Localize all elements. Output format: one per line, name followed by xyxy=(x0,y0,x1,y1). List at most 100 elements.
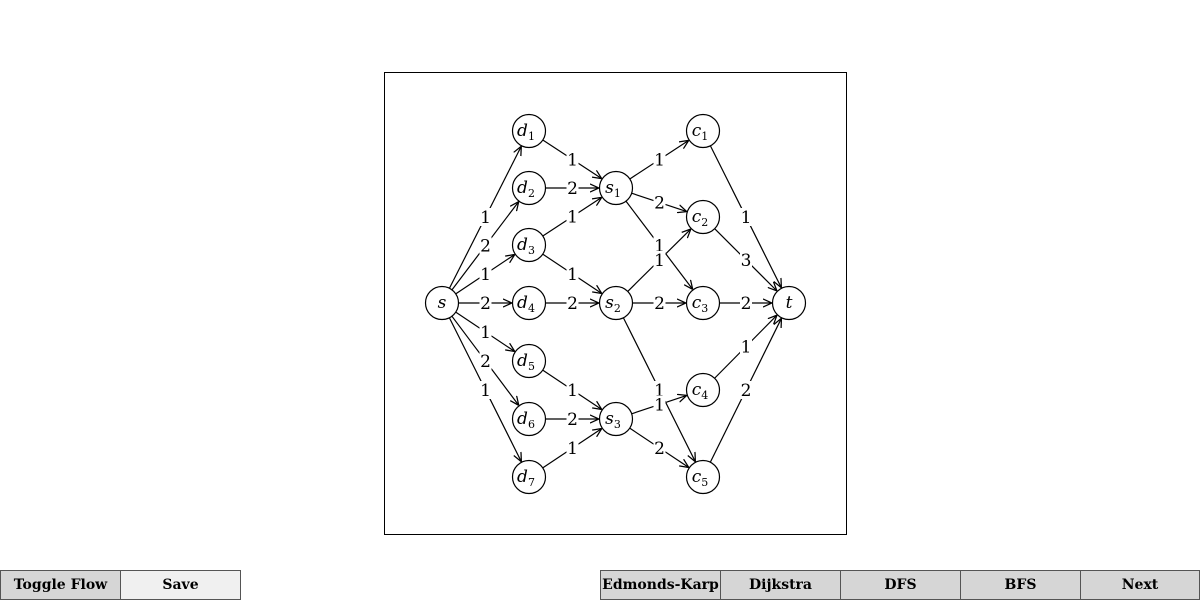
node-c5[interactable]: c5 xyxy=(685,459,721,495)
node-c3[interactable]: c3 xyxy=(685,285,721,321)
edge-capacity-label: 2 xyxy=(654,439,665,459)
edge-capacity-label: 1 xyxy=(480,323,491,343)
edge-label-background xyxy=(479,323,492,341)
node-label-base: s xyxy=(605,293,614,313)
node-label: s3 xyxy=(605,409,621,431)
node-d3[interactable]: d3 xyxy=(511,227,547,263)
edge-label-background xyxy=(566,207,579,226)
node-c4[interactable]: c4 xyxy=(685,372,721,408)
node-label-subscript: 2 xyxy=(614,302,621,315)
node-label-base: d xyxy=(517,178,528,198)
node-label: s xyxy=(438,293,447,313)
edge-label-background xyxy=(479,381,492,399)
edmonds-karp-button[interactable]: Edmonds-Karp xyxy=(600,570,721,600)
node-d4[interactable]: d4 xyxy=(511,285,547,321)
edge-label-background xyxy=(653,381,666,399)
node-label-base: s xyxy=(438,293,447,313)
node-label-base: d xyxy=(517,121,528,141)
node-label: s1 xyxy=(605,178,621,200)
edge-label-background xyxy=(740,337,752,356)
edge-capacity-label: 1 xyxy=(480,208,491,228)
node-s1[interactable]: s1 xyxy=(598,170,634,206)
node-label-base: d xyxy=(517,351,528,371)
edge-label-background xyxy=(653,251,666,269)
node-d2[interactable]: d2 xyxy=(511,170,547,206)
node-label: d4 xyxy=(517,293,535,315)
node-circle xyxy=(598,401,634,437)
node-label-base: c xyxy=(692,380,702,400)
node-label: d1 xyxy=(517,121,535,143)
node-c2[interactable]: c2 xyxy=(685,199,721,235)
node-label: s2 xyxy=(605,293,621,315)
node-circle xyxy=(598,170,634,206)
edge-capacity-label: 1 xyxy=(741,338,752,358)
node-circle xyxy=(511,459,547,495)
node-d1[interactable]: d1 xyxy=(511,113,547,149)
node-label-subscript: 1 xyxy=(614,187,621,200)
node-s[interactable]: s xyxy=(424,285,460,321)
edge-label-background xyxy=(653,294,666,312)
node-d6[interactable]: d6 xyxy=(511,401,547,437)
node-label-subscript: 3 xyxy=(614,418,621,431)
node-circle xyxy=(511,113,547,149)
edge-capacity-label: 1 xyxy=(741,208,752,228)
dijkstra-button[interactable]: Dijkstra xyxy=(720,570,841,600)
node-d7[interactable]: d7 xyxy=(511,459,547,495)
dfs-button[interactable]: DFS xyxy=(840,570,961,600)
node-label-subscript: 1 xyxy=(528,130,535,143)
node-label: d7 xyxy=(517,467,535,489)
edge-capacity-label: 2 xyxy=(567,294,578,314)
node-s3[interactable]: s3 xyxy=(598,401,634,437)
edge-label-background xyxy=(479,236,492,255)
node-label: d2 xyxy=(517,178,535,200)
node-t[interactable]: t xyxy=(771,285,807,321)
node-label-subscript: 3 xyxy=(528,244,535,257)
edge-label-background xyxy=(479,265,492,283)
edge-label-background xyxy=(740,294,752,312)
edge-capacity-label: 1 xyxy=(480,265,491,285)
node-circle xyxy=(685,285,721,321)
node-label: c1 xyxy=(692,121,709,143)
node-circle xyxy=(511,170,547,206)
edge-label-background xyxy=(566,179,579,197)
edge-label-background xyxy=(653,193,666,212)
toggle-flow-button[interactable]: Toggle Flow xyxy=(0,570,121,600)
node-c1[interactable]: c1 xyxy=(685,113,721,149)
edge-capacity-label: 2 xyxy=(567,179,578,199)
edge-label-background xyxy=(566,381,579,399)
node-s2[interactable]: s2 xyxy=(598,285,634,321)
node-label: c5 xyxy=(692,467,709,489)
edge-capacity-label: 1 xyxy=(567,439,578,459)
node-label-base: s xyxy=(605,178,614,198)
node-label-subscript: 4 xyxy=(701,389,708,402)
node-circle xyxy=(685,459,721,495)
edge-label-background xyxy=(566,265,579,283)
node-label-subscript: 1 xyxy=(701,130,708,143)
edge-label-background xyxy=(566,410,579,428)
node-label-base: d xyxy=(517,235,528,255)
node-label: d5 xyxy=(517,351,535,373)
edge-capacity-label: 1 xyxy=(654,396,665,416)
edge-capacity-label: 1 xyxy=(654,151,665,171)
node-label: c3 xyxy=(692,293,709,315)
next-button[interactable]: Next xyxy=(1080,570,1200,600)
node-label-subscript: 5 xyxy=(528,360,535,373)
edge-capacity-label: 1 xyxy=(567,151,578,171)
node-label-base: s xyxy=(605,409,614,429)
edge-capacity-label: 2 xyxy=(654,194,665,214)
edge-capacity-label: 1 xyxy=(567,208,578,228)
save-button[interactable]: Save xyxy=(120,570,241,600)
node-label-base: c xyxy=(692,121,702,141)
node-label: t xyxy=(786,293,793,313)
node-label-base: c xyxy=(692,207,702,227)
node-label-base: c xyxy=(692,293,702,313)
node-d5[interactable]: d5 xyxy=(511,343,547,379)
node-label-subscript: 7 xyxy=(528,476,535,489)
edge-capacity-label: 1 xyxy=(654,381,665,401)
node-label-subscript: 5 xyxy=(701,476,708,489)
edge-capacity-label: 3 xyxy=(741,251,752,271)
edge-capacity-label: 2 xyxy=(741,381,752,401)
bfs-button[interactable]: BFS xyxy=(960,570,1081,600)
